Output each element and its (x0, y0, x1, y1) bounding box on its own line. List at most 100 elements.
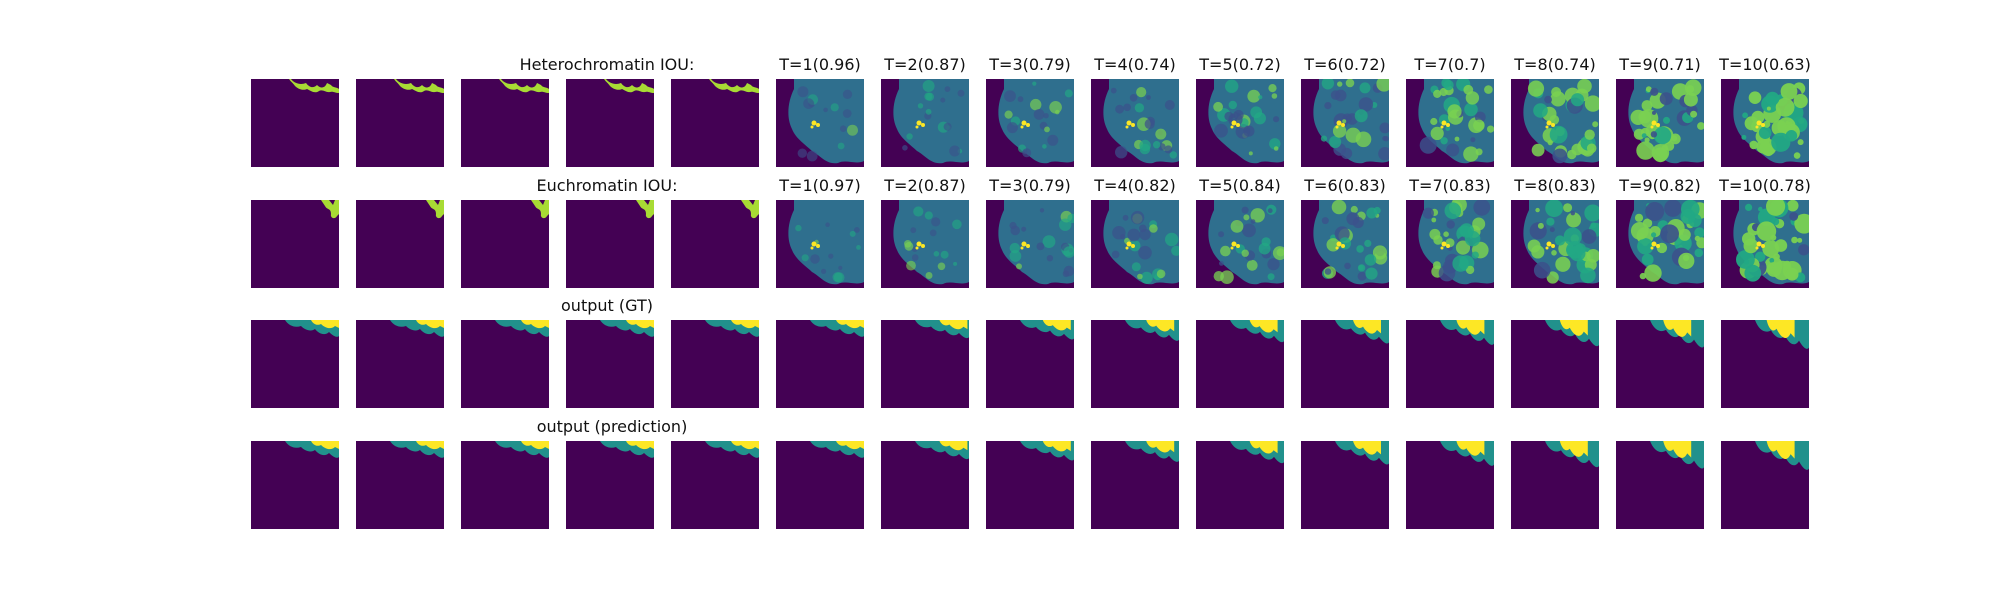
panel-background (461, 79, 549, 167)
intensity-spot (1473, 119, 1485, 132)
nucleus-region (893, 79, 969, 164)
hotspot (1126, 241, 1132, 247)
ground-truth-panel (986, 320, 1074, 408)
intensity-spot (1455, 240, 1471, 255)
intensity-spot (837, 142, 845, 150)
step-title: T=10(0.63) (1718, 55, 1811, 74)
hotspot (1026, 123, 1030, 127)
intensity-spot (1267, 208, 1273, 214)
mask-panel (566, 200, 654, 288)
intensity-spot (1563, 227, 1582, 246)
intensity-spot (1276, 248, 1284, 257)
intensity-spot (1762, 240, 1780, 258)
step-title: T=7(0.7) (1413, 55, 1485, 74)
intensity-spot (1432, 261, 1441, 270)
intensity-spot (1444, 202, 1462, 219)
intensity-spot (1165, 232, 1179, 247)
intensity-spot (1671, 135, 1678, 142)
intensity-spot (1570, 93, 1585, 107)
intensity-spot (1419, 136, 1437, 154)
intensity-spot (810, 254, 820, 264)
intensity-spot (1446, 143, 1460, 157)
heterochromatin-region (731, 441, 759, 450)
step-title: T=4(0.74) (1093, 55, 1175, 74)
intensity-spot (1683, 92, 1698, 107)
intensity-spot (1484, 85, 1493, 94)
intensity-spot (1331, 200, 1347, 215)
ground-truth-panel (461, 320, 549, 408)
intensity-spot (933, 251, 940, 257)
nucleus-region (998, 200, 1074, 285)
intensity-spot (1527, 80, 1545, 97)
intensity-spot (904, 241, 914, 251)
intensity-spot (1044, 126, 1050, 133)
hotspot (1446, 123, 1450, 127)
panel-background (251, 320, 339, 408)
intensity-spot (1791, 236, 1798, 244)
step-title: T=4(0.82) (1093, 176, 1175, 195)
hotspot (1126, 120, 1132, 126)
intensity-spot (1744, 264, 1762, 282)
intensity-spot (1149, 224, 1158, 233)
intensity-spot (1004, 110, 1013, 119)
intensity-spot (1021, 226, 1027, 232)
mask-panel (356, 200, 444, 288)
intensity-spot (1354, 109, 1368, 123)
heterochromatin-region (1249, 320, 1278, 333)
intensity-spot (1169, 151, 1177, 159)
intensity-spot (1345, 79, 1355, 88)
intensity-spot (1258, 242, 1271, 255)
mask-panel (461, 79, 549, 167)
prediction-panel (1196, 441, 1284, 529)
intensity-spot (1042, 144, 1047, 149)
hotspot (1761, 244, 1765, 248)
hotspot (1656, 244, 1660, 248)
intensity-spot (1433, 89, 1442, 98)
intensity-spot (1320, 135, 1328, 142)
hotspot (1440, 246, 1444, 250)
intensity-spot (1682, 254, 1690, 261)
intensity-spot (1164, 100, 1175, 110)
hotspot (1761, 123, 1765, 127)
intensity-spot (1472, 217, 1486, 231)
panel-background (461, 200, 549, 288)
intensity-spot (943, 122, 952, 131)
prediction-panel (566, 441, 654, 529)
intensity-spot (1248, 151, 1253, 156)
intensity-spot (1637, 238, 1654, 255)
intensity-spot (1634, 213, 1644, 222)
intensity-spot (1009, 242, 1020, 254)
heterochromatin-region (416, 441, 444, 450)
intensity-spot (1043, 113, 1049, 119)
heatmap-panel (986, 200, 1074, 288)
intensity-spot (842, 89, 853, 99)
intensity-spot (1042, 235, 1056, 248)
intensity-spot (1535, 207, 1540, 213)
intensity-spot (1549, 227, 1555, 233)
panel-background (671, 79, 759, 167)
intensity-spot (1378, 147, 1389, 161)
panel-background (461, 320, 549, 408)
mask-region (289, 79, 339, 93)
intensity-spot (1376, 79, 1389, 92)
intensity-spot (1771, 120, 1788, 136)
ground-truth-panel (1301, 320, 1389, 408)
hotspot (1756, 241, 1762, 247)
heatmap-panel (1616, 200, 1704, 288)
intensity-spot (940, 97, 946, 103)
heterochromatin-region (1042, 320, 1071, 331)
hotspot (1236, 123, 1240, 127)
intensity-spot (1694, 227, 1704, 238)
intensity-spot (953, 261, 958, 266)
intensity-spot (1694, 235, 1701, 242)
intensity-spot (1047, 134, 1059, 146)
intensity-spot (1123, 103, 1131, 112)
hotspot (811, 241, 817, 247)
intensity-spot (1250, 219, 1256, 224)
intensity-spot (931, 217, 941, 227)
intensity-spot (1586, 249, 1599, 263)
intensity-spot (1546, 271, 1559, 284)
heterochromatin-region (1042, 441, 1071, 452)
ground-truth-panel (251, 320, 339, 408)
hotspot (1650, 246, 1654, 250)
